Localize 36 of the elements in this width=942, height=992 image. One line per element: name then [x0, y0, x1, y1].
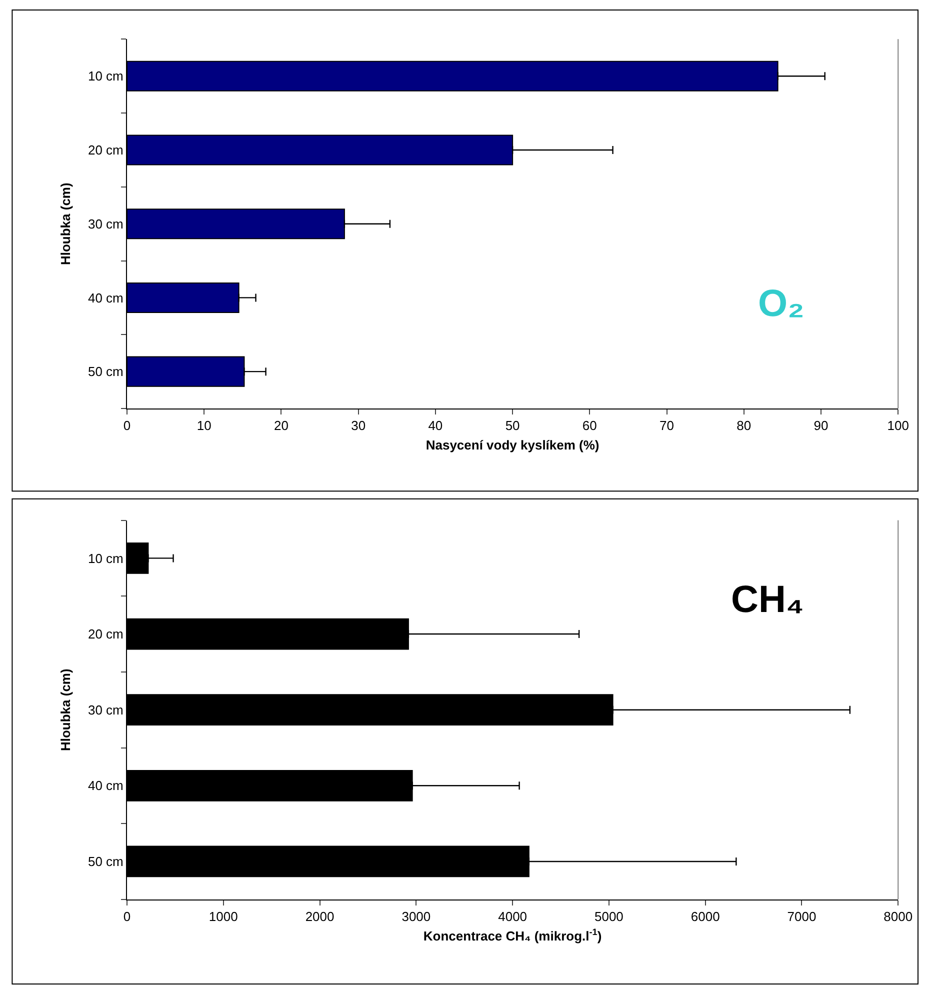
x-tick-label: 100 — [887, 418, 909, 434]
x-tick-label: 0 — [123, 418, 131, 434]
x-axis-title: Koncentrace CH₄ (mikrog.l$^{-1}$) — [423, 927, 602, 944]
x-tick-label: 3000 — [402, 908, 431, 924]
y-tick-label: 10 cm — [88, 550, 124, 566]
x-tick-label: 80 — [736, 418, 752, 434]
x-tick-label: 0 — [123, 908, 131, 924]
x-tick-label: 40 — [428, 418, 443, 434]
x-tick-label: 90 — [814, 418, 828, 434]
y-tick-label: 30 cm — [88, 702, 124, 718]
y-tick-label: 20 cm — [88, 626, 124, 642]
x-tick-label: 10 — [196, 418, 212, 434]
annotation: O₂ — [758, 283, 804, 325]
x-tick-label: 30 — [351, 418, 366, 434]
y-tick-label: 10 cm — [88, 68, 124, 84]
x-tick-label: 7000 — [787, 908, 816, 924]
x-tick-label: 8000 — [884, 908, 913, 924]
y-tick-label: 40 cm — [88, 778, 124, 794]
y-tick-label: 30 cm — [88, 216, 124, 232]
x-tick-label: 60 — [582, 418, 597, 434]
x-tick-label: 2000 — [305, 908, 334, 924]
y-tick-label: 20 cm — [88, 142, 124, 158]
y-axis-title: Hloubka (cm) — [58, 668, 73, 752]
y-tick-label: 50 cm — [88, 854, 124, 870]
x-tick-label: 6000 — [690, 908, 720, 924]
x-tick-label: 5000 — [594, 908, 624, 924]
y-tick-label: 50 cm — [88, 364, 124, 380]
x-tick-label: 1000 — [208, 908, 238, 924]
x-tick-label: 20 — [274, 418, 288, 434]
x-tick-label: 4000 — [498, 908, 528, 924]
annotation: CH₄ — [731, 579, 804, 621]
x-axis-title: Nasycení vody kyslíkem (%) — [426, 438, 600, 453]
x-tick-label: 50 — [505, 418, 520, 434]
y-tick-label: 40 cm — [88, 290, 124, 306]
y-axis-title: Hloubka (cm) — [58, 182, 73, 266]
x-tick-label: 70 — [660, 418, 674, 434]
